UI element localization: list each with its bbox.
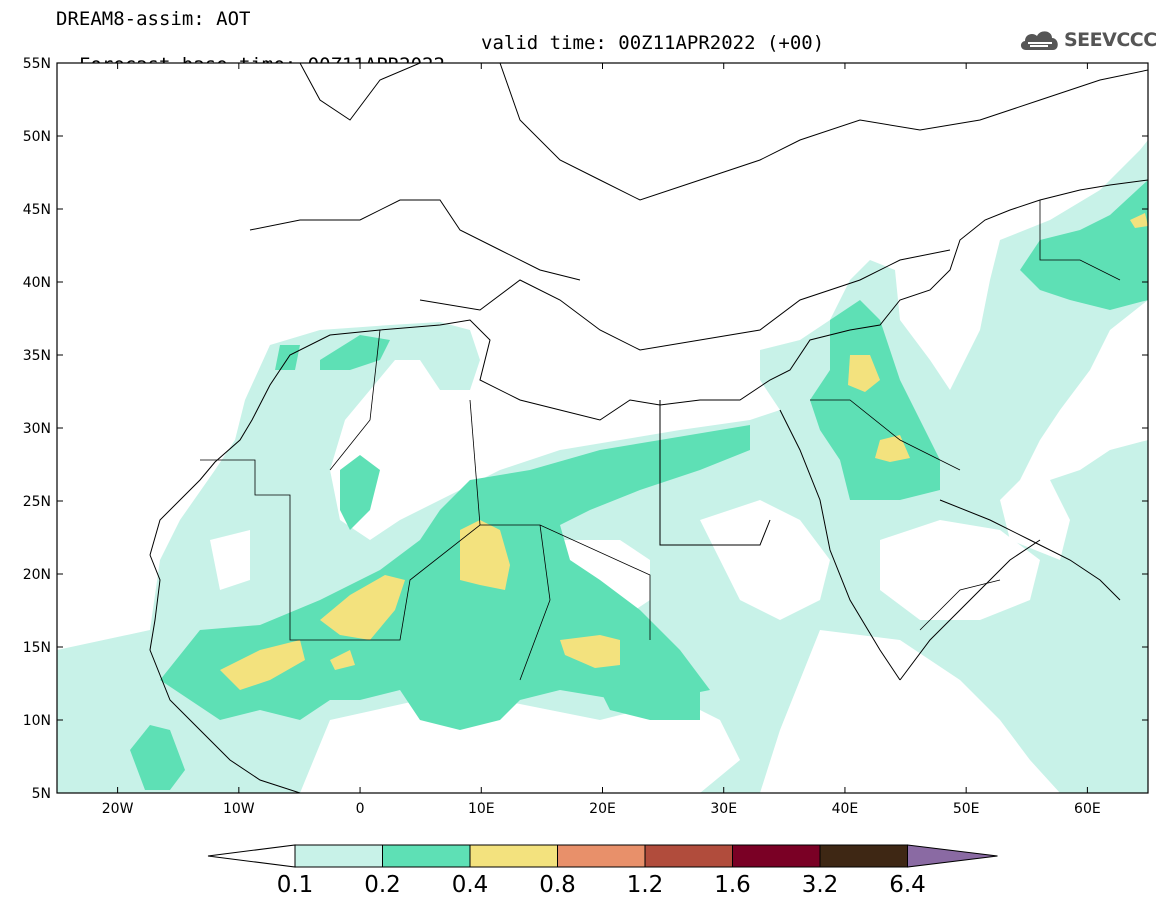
cloud-icon: [1020, 31, 1058, 50]
lat-tick-label: 35N: [23, 348, 51, 364]
country-borders: [200, 200, 1121, 681]
longitude-axis: 20W 10W 0 10E 20E 30E 40E 50E 60E: [102, 63, 1101, 817]
colorbar-segment: [557, 844, 646, 868]
colorbar-label: 0.1: [277, 872, 314, 898]
colorbar-segment: [644, 844, 733, 868]
lat-tick-label: 25N: [23, 494, 51, 510]
colorbar-segment: [819, 844, 908, 868]
lon-tick-label: 0: [356, 801, 365, 817]
lat-tick-label: 10N: [23, 713, 51, 729]
colorbar-label: 3.2: [802, 872, 839, 898]
lon-tick-label: 20W: [102, 801, 134, 817]
colorbar-label: 0.4: [452, 872, 489, 898]
seevccc-logo: SEEVCCC: [1018, 26, 1158, 56]
lon-tick-label: 60E: [1074, 801, 1101, 817]
colorbar-max-arrow: [907, 844, 998, 868]
lon-tick-label: 50E: [953, 801, 980, 817]
colorbar-min-arrow: [207, 844, 296, 868]
coastlines: [149, 63, 1148, 793]
lat-tick-label: 20N: [23, 567, 51, 583]
lon-tick-label: 10E: [468, 801, 495, 817]
colorbar-label: 6.4: [889, 872, 926, 898]
logo-text: SEEVCCC: [1064, 29, 1157, 51]
lat-tick-label: 55N: [23, 56, 51, 72]
lat-tick-label: 30N: [23, 421, 51, 437]
lon-tick-label: 10W: [223, 801, 255, 817]
colorbar-label: 0.2: [364, 872, 401, 898]
colorbar-label: 1.2: [627, 872, 664, 898]
aot-0.4-band: [220, 213, 1148, 690]
colorbar-segment: [469, 844, 558, 868]
colorbar-segment: [294, 844, 383, 868]
lat-tick-label: 15N: [23, 640, 51, 656]
lon-tick-label: 30E: [710, 801, 737, 817]
colorbar: 0.1 0.2 0.4 0.8 1.2 1.6 3.2 6.4: [207, 844, 998, 898]
lon-tick-label: 20E: [589, 801, 616, 817]
lat-tick-label: 5N: [32, 786, 51, 802]
lat-tick-label: 45N: [23, 202, 51, 218]
lon-tick-label: 40E: [832, 801, 859, 817]
valid-time-label: valid time: 00Z11APR2022 (+00): [481, 32, 825, 54]
colorbar-label: 0.8: [539, 872, 576, 898]
lat-tick-label: 50N: [23, 129, 51, 145]
colorbar-segment: [732, 844, 821, 868]
title-line-1: DREAM8-assim: AOT: [56, 8, 251, 30]
lat-tick-label: 40N: [23, 275, 51, 291]
latitude-axis: 5N 10N 15N 20N 25N 30N 35N 40N 45N 50N 55N: [23, 56, 1148, 802]
aot-field: [57, 63, 1148, 793]
colorbar-label: 1.6: [714, 872, 751, 898]
colorbar-segment: [382, 844, 471, 868]
